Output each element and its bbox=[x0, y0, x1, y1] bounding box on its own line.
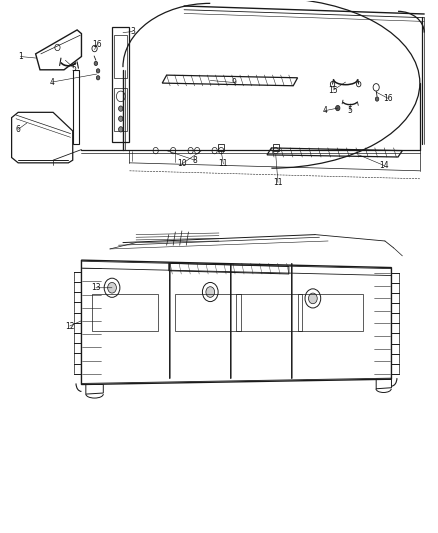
Text: 15: 15 bbox=[328, 85, 338, 94]
Text: 6: 6 bbox=[16, 125, 21, 134]
Text: 5: 5 bbox=[71, 64, 77, 72]
Circle shape bbox=[119, 116, 123, 122]
Text: 9: 9 bbox=[232, 78, 237, 87]
Text: 8: 8 bbox=[193, 156, 198, 165]
Circle shape bbox=[375, 97, 379, 101]
Circle shape bbox=[94, 61, 98, 66]
Bar bbox=[218, 144, 224, 151]
Text: 1: 1 bbox=[18, 52, 23, 61]
Circle shape bbox=[119, 127, 123, 132]
Text: 10: 10 bbox=[177, 159, 187, 168]
Text: 16: 16 bbox=[92, 41, 102, 50]
Text: 5: 5 bbox=[347, 106, 353, 115]
Text: 16: 16 bbox=[384, 94, 393, 103]
Bar bbox=[273, 144, 279, 151]
Circle shape bbox=[96, 69, 100, 73]
Circle shape bbox=[206, 287, 215, 297]
Circle shape bbox=[308, 293, 317, 304]
Text: 11: 11 bbox=[273, 178, 283, 187]
Text: 4: 4 bbox=[322, 106, 327, 115]
Circle shape bbox=[108, 282, 117, 293]
Text: 11: 11 bbox=[219, 159, 228, 168]
Text: 13: 13 bbox=[91, 283, 101, 292]
Text: 12: 12 bbox=[65, 321, 74, 330]
Circle shape bbox=[96, 76, 100, 80]
Text: 4: 4 bbox=[50, 77, 55, 86]
Circle shape bbox=[119, 106, 123, 111]
Text: 3: 3 bbox=[130, 27, 135, 36]
Text: 14: 14 bbox=[379, 161, 389, 170]
Circle shape bbox=[336, 106, 340, 111]
